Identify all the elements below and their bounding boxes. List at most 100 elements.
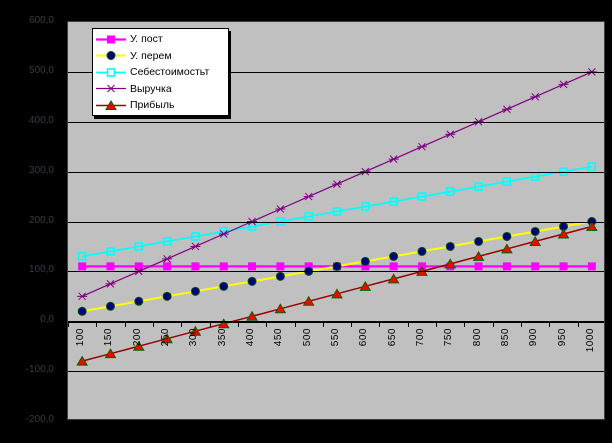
x-tick-label: 950 [556, 328, 568, 347]
series-marker [106, 262, 115, 271]
series-marker [191, 232, 200, 241]
legend-item-label: Себестоимостьт [130, 66, 210, 78]
x-tick-label: 700 [414, 328, 426, 347]
x-axis-tick [407, 323, 409, 328]
series-marker [530, 92, 541, 101]
series-marker [303, 192, 314, 201]
x-tick-label: 400 [245, 328, 257, 347]
series-marker [161, 333, 173, 344]
series-marker [557, 228, 570, 239]
x-tick-label: 800 [471, 328, 483, 347]
gridline [68, 221, 604, 223]
series-marker [219, 281, 229, 291]
x-tick-label: 300 [188, 328, 200, 347]
x-axis-tick [577, 323, 579, 328]
legend-marker-glyph [105, 99, 117, 110]
y-tick-label: 100,0 [28, 264, 54, 276]
series-marker [361, 202, 370, 211]
series-marker [247, 222, 257, 231]
gridline [68, 271, 604, 273]
x-axis-tick [521, 323, 523, 328]
y-axis-labels: 600,0 500,0 400,0 300,0 200,0 100,0 0,0 -100,0 -… [0, 0, 56, 443]
series-marker [417, 246, 427, 256]
series-marker [162, 291, 172, 301]
legend-item-label: Прибыль [130, 99, 175, 111]
legend-marker-icon [96, 35, 126, 43]
x-axis-tick [237, 323, 239, 328]
series-marker [217, 318, 230, 329]
series-marker [276, 262, 285, 271]
x-axis-tick [96, 323, 98, 328]
series-marker [191, 262, 200, 271]
series-marker [134, 242, 144, 251]
series-marker [445, 130, 456, 139]
gridline [68, 171, 604, 173]
series-marker [502, 231, 512, 241]
y-tick-label: 500,0 [28, 64, 54, 76]
series-marker [132, 340, 145, 351]
x-axis-tick [181, 323, 183, 328]
legend-item-label: У. пост [130, 33, 163, 45]
series-marker [246, 310, 258, 321]
y-tick-label: 200,0 [28, 214, 54, 226]
x-axis-tick [436, 323, 438, 328]
legend: У. пост У. перем Себестоимостьт Выручка Приб… [92, 28, 229, 116]
x-tick-label: 250 [160, 328, 172, 347]
legend-marker-glyph [106, 51, 116, 60]
series-marker [445, 241, 455, 251]
category-axis-line [68, 321, 604, 324]
series-marker [77, 252, 87, 261]
series-marker [587, 162, 597, 171]
x-axis-tick [379, 323, 381, 328]
series-marker [77, 306, 87, 316]
gridline [68, 371, 604, 373]
series-marker [331, 288, 343, 299]
x-axis-tick [209, 323, 211, 328]
legend-item: Выручка [96, 81, 228, 97]
series-marker [558, 80, 569, 89]
series-marker [502, 262, 511, 271]
y-tick-label: 400,0 [28, 114, 54, 126]
series-marker [474, 236, 484, 246]
x-axis-tick [294, 323, 296, 328]
legend-marker-icon [96, 67, 126, 77]
series-marker [190, 242, 201, 251]
series-marker [274, 303, 287, 314]
x-tick-label: 600 [358, 328, 370, 347]
series-marker [389, 197, 398, 206]
series-marker [531, 262, 540, 271]
series-marker [105, 279, 116, 288]
x-axis-tick [606, 323, 607, 328]
series-marker [275, 271, 285, 281]
series-marker [77, 292, 88, 301]
series-marker [389, 262, 398, 271]
x-tick-label: 550 [330, 328, 341, 347]
series-marker [530, 172, 540, 181]
x-tick-label: 900 [528, 328, 540, 347]
series-marker [587, 262, 596, 271]
legend-marker-glyph [106, 84, 116, 93]
x-tick-label: 100 [75, 328, 87, 347]
x-tick-label: 850 [499, 328, 511, 347]
series-line [82, 165, 592, 258]
series-marker [360, 256, 370, 266]
x-axis-tick [464, 323, 466, 328]
y-tick-label: -100,0 [25, 364, 54, 376]
legend-marker-icon [96, 99, 126, 110]
series-marker [76, 355, 89, 366]
legend-item: Прибыль [96, 97, 228, 113]
series-marker [585, 221, 598, 231]
legend-marker-glyph [107, 35, 115, 43]
series-marker [302, 295, 315, 306]
series-marker [190, 286, 200, 296]
legend-item-label: У. перем [130, 49, 172, 62]
series-marker [529, 235, 542, 246]
series-marker [502, 177, 512, 186]
x-axis-tick [68, 323, 69, 328]
legend-item: У. пост [96, 31, 228, 47]
series-marker [134, 296, 144, 306]
series-marker [501, 243, 513, 254]
series-marker [359, 280, 372, 291]
x-axis-tick [549, 323, 551, 328]
